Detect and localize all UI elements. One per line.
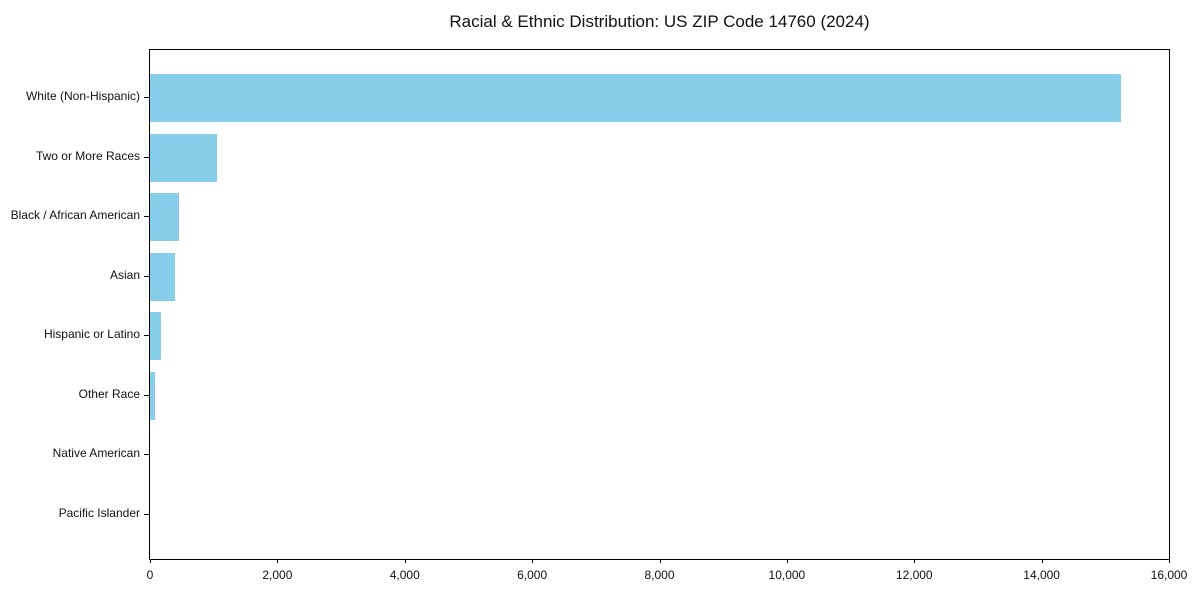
y-tick-label-asian: Asian [109, 267, 140, 282]
plot-area [149, 49, 1170, 560]
x-tick-label-8000: 8,000 [644, 568, 675, 582]
y-tick-mark [144, 454, 149, 455]
x-tick-mark [659, 559, 661, 563]
x-tick-mark [404, 559, 406, 563]
x-tick-label-4000: 4,000 [389, 568, 420, 582]
y-tick-mark [144, 97, 149, 98]
x-tick-mark [532, 559, 534, 563]
y-tick-label-white-non-hispanic: White (Non-Hispanic) [25, 89, 140, 103]
y-tick-mark [144, 156, 149, 158]
x-tick-mark [914, 559, 916, 563]
x-tick-label-10000: 10,000 [768, 568, 806, 582]
y-tick-label-pacific-islander: Pacific Islander [58, 505, 140, 520]
bar-black-african-american [150, 193, 180, 241]
y-tick-mark [144, 394, 149, 396]
x-tick-label-12000: 12,000 [895, 568, 933, 582]
x-tick-label-6000: 6,000 [517, 568, 548, 582]
y-tick-mark [144, 275, 149, 277]
y-tick-label-black-african-american: Black / African American [10, 208, 140, 222]
bar-white-non-hispanic [150, 74, 1122, 122]
y-tick-label-two-or-more-races: Two or More Races [35, 148, 140, 163]
y-tick-label-native-american: Native American [52, 446, 140, 460]
y-tick-label-hispanic-or-latino: Hispanic or Latino [43, 327, 140, 341]
bar-hispanic-or-latino [150, 312, 161, 360]
x-tick-mark [277, 559, 279, 563]
x-tick-label-14000: 14,000 [1023, 568, 1060, 582]
x-tick-mark [150, 559, 151, 563]
x-tick-label-0: 0 [146, 568, 154, 582]
y-tick-label-other-race: Other Race [78, 386, 140, 401]
x-tick-label-16000: 16,000 [1150, 568, 1188, 582]
x-tick-label-2000: 2,000 [262, 568, 293, 582]
chart-title: Racial & Ethnic Distribution: US ZIP Cod… [449, 12, 870, 31]
y-tick-mark [144, 216, 149, 217]
y-tick-mark [144, 335, 149, 336]
x-tick-mark [1169, 559, 1170, 563]
bar-asian [150, 252, 175, 301]
x-tick-mark [786, 559, 788, 563]
x-tick-mark [1041, 559, 1043, 563]
bar-other-race [150, 371, 155, 420]
y-tick-mark [144, 513, 149, 515]
bar-two-or-more-races [150, 133, 217, 182]
